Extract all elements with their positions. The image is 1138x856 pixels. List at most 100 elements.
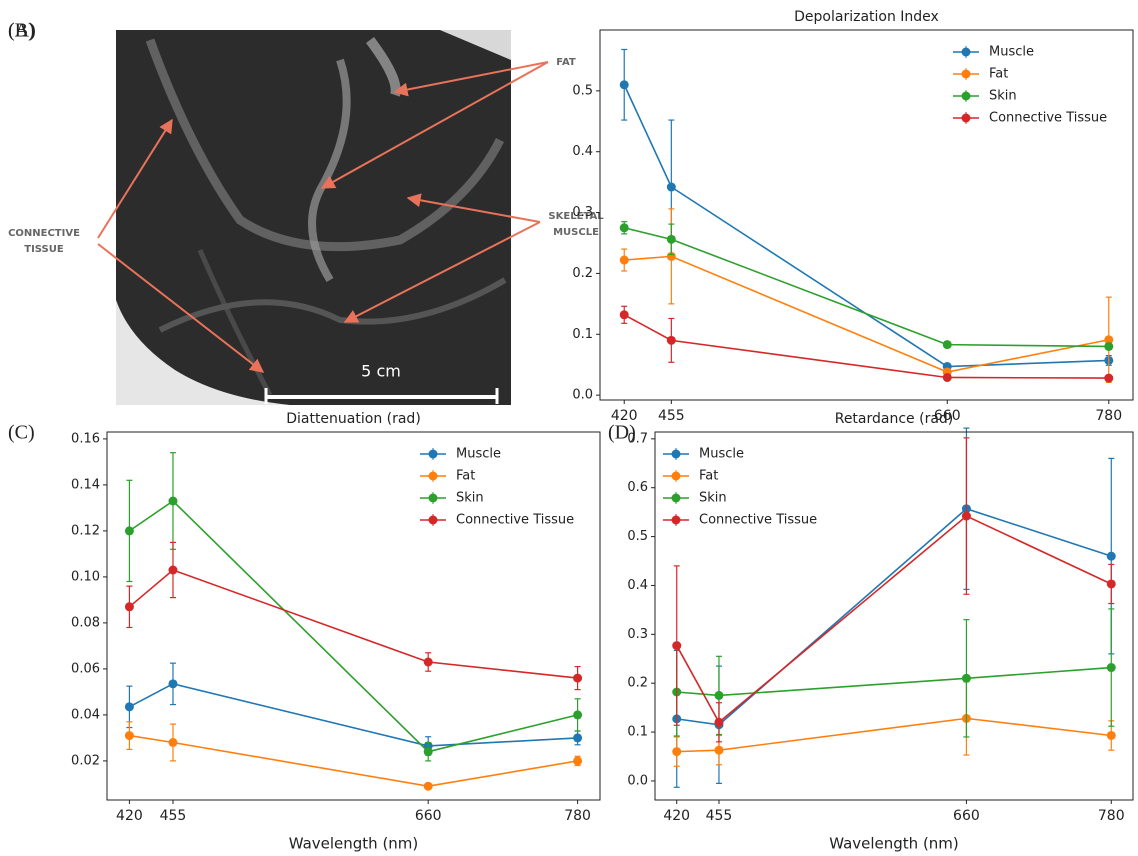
y-tick-label: 0.5 <box>572 83 593 98</box>
point <box>1107 579 1116 588</box>
point <box>168 679 177 688</box>
point <box>620 223 629 232</box>
x-tick-label: 780 <box>1095 408 1122 424</box>
y-tick-label: 0.16 <box>71 431 100 446</box>
y-tick-label: 0.2 <box>572 266 593 281</box>
legend-marker <box>962 92 971 101</box>
y-tick-label: 0.4 <box>627 578 648 593</box>
y-tick-label: 0.08 <box>71 615 100 630</box>
legend-label: Fat <box>699 469 718 484</box>
point <box>168 566 177 575</box>
point <box>125 731 134 740</box>
legend-marker <box>962 48 971 57</box>
y-tick-label: 0.0 <box>627 773 648 788</box>
plot-frame <box>655 432 1133 800</box>
point <box>573 756 582 765</box>
x-tick-label: 780 <box>564 808 591 824</box>
point <box>943 340 952 349</box>
point <box>714 746 723 755</box>
photo-panel: (A) 5 cm FAT SKELETAL MUSCLE CONNECTIVE … <box>8 20 604 405</box>
y-tick-label: 0.06 <box>71 661 100 676</box>
point <box>667 336 676 345</box>
y-tick-label: 0.2 <box>627 676 648 691</box>
point <box>672 641 681 650</box>
point <box>667 183 676 192</box>
point <box>125 602 134 611</box>
legend-label: Muscle <box>456 447 501 462</box>
point <box>672 747 681 756</box>
y-tick-label: 0.4 <box>572 144 593 159</box>
legend-marker <box>429 516 438 525</box>
point <box>125 526 134 535</box>
series-line <box>129 570 577 678</box>
legend-label: Muscle <box>699 447 744 462</box>
legend-label: Connective Tissue <box>699 513 817 528</box>
y-tick-label: 0.1 <box>627 725 648 740</box>
legend-label: Skin <box>989 89 1017 104</box>
series-line <box>129 501 577 752</box>
legend-label: Connective Tissue <box>456 513 574 528</box>
series-line <box>677 516 1112 722</box>
point <box>424 658 433 667</box>
scale-label: 5 cm <box>361 362 401 381</box>
y-tick-label: 0.04 <box>71 707 100 722</box>
x-tick-label: 660 <box>953 808 980 824</box>
y-tick-label: 0.12 <box>71 523 100 538</box>
legend-marker <box>962 114 971 123</box>
point <box>424 782 433 791</box>
legend-label: Connective Tissue <box>989 111 1107 126</box>
page: (A) 5 cm FAT SKELETAL MUSCLE CONNECTIVE … <box>0 0 1138 856</box>
legend-label: Muscle <box>989 45 1034 60</box>
point <box>714 691 723 700</box>
x-tick-label: 455 <box>706 808 733 824</box>
point <box>424 747 433 756</box>
x-tick-label: 455 <box>160 808 187 824</box>
annotation: FAT <box>556 57 576 68</box>
point <box>667 235 676 244</box>
legend-marker <box>672 472 681 481</box>
panel-label: (B) <box>8 20 35 42</box>
legend-label: Fat <box>456 469 475 484</box>
legend-marker <box>429 472 438 481</box>
x-tick-label: 455 <box>658 408 685 424</box>
point <box>573 733 582 742</box>
point <box>620 256 629 265</box>
plot-frame <box>600 30 1133 400</box>
annotation: CONNECTIVE <box>8 228 80 239</box>
x-tick-label: 420 <box>663 808 690 824</box>
chart: (C)Diattenuation (rad)Wavelength (nm)0.0… <box>8 411 600 853</box>
point <box>962 674 971 683</box>
x-tick-label: 660 <box>415 808 442 824</box>
series-line <box>677 509 1112 725</box>
point <box>168 497 177 506</box>
legend-marker <box>429 450 438 459</box>
point <box>125 702 134 711</box>
y-tick-label: 0.7 <box>627 431 648 446</box>
legend-marker <box>672 494 681 503</box>
point <box>1107 731 1116 740</box>
series-line <box>624 228 1109 347</box>
x-axis-label: Wavelength (nm) <box>289 835 419 853</box>
series-line <box>129 684 577 746</box>
chart-title: Retardance (rad) <box>835 411 954 427</box>
figure: (A) 5 cm FAT SKELETAL MUSCLE CONNECTIVE … <box>0 0 1138 856</box>
legend-marker <box>962 70 971 79</box>
point <box>1104 342 1113 351</box>
point <box>620 310 629 319</box>
legend-marker <box>672 450 681 459</box>
legend-label: Skin <box>456 491 484 506</box>
y-tick-label: 0.6 <box>627 480 648 495</box>
legend-marker <box>672 516 681 525</box>
legend-label: Fat <box>989 67 1008 82</box>
annotation: MUSCLE <box>553 227 599 238</box>
y-tick-label: 0.5 <box>627 529 648 544</box>
series-line <box>677 668 1112 696</box>
point <box>168 738 177 747</box>
y-tick-label: 0.02 <box>71 753 100 768</box>
series-line <box>624 85 1109 367</box>
chart-title: Diattenuation (rad) <box>286 411 421 427</box>
point <box>1107 552 1116 561</box>
series-line <box>677 718 1112 751</box>
x-tick-label: 420 <box>116 808 143 824</box>
x-axis-label: Wavelength (nm) <box>829 835 959 853</box>
